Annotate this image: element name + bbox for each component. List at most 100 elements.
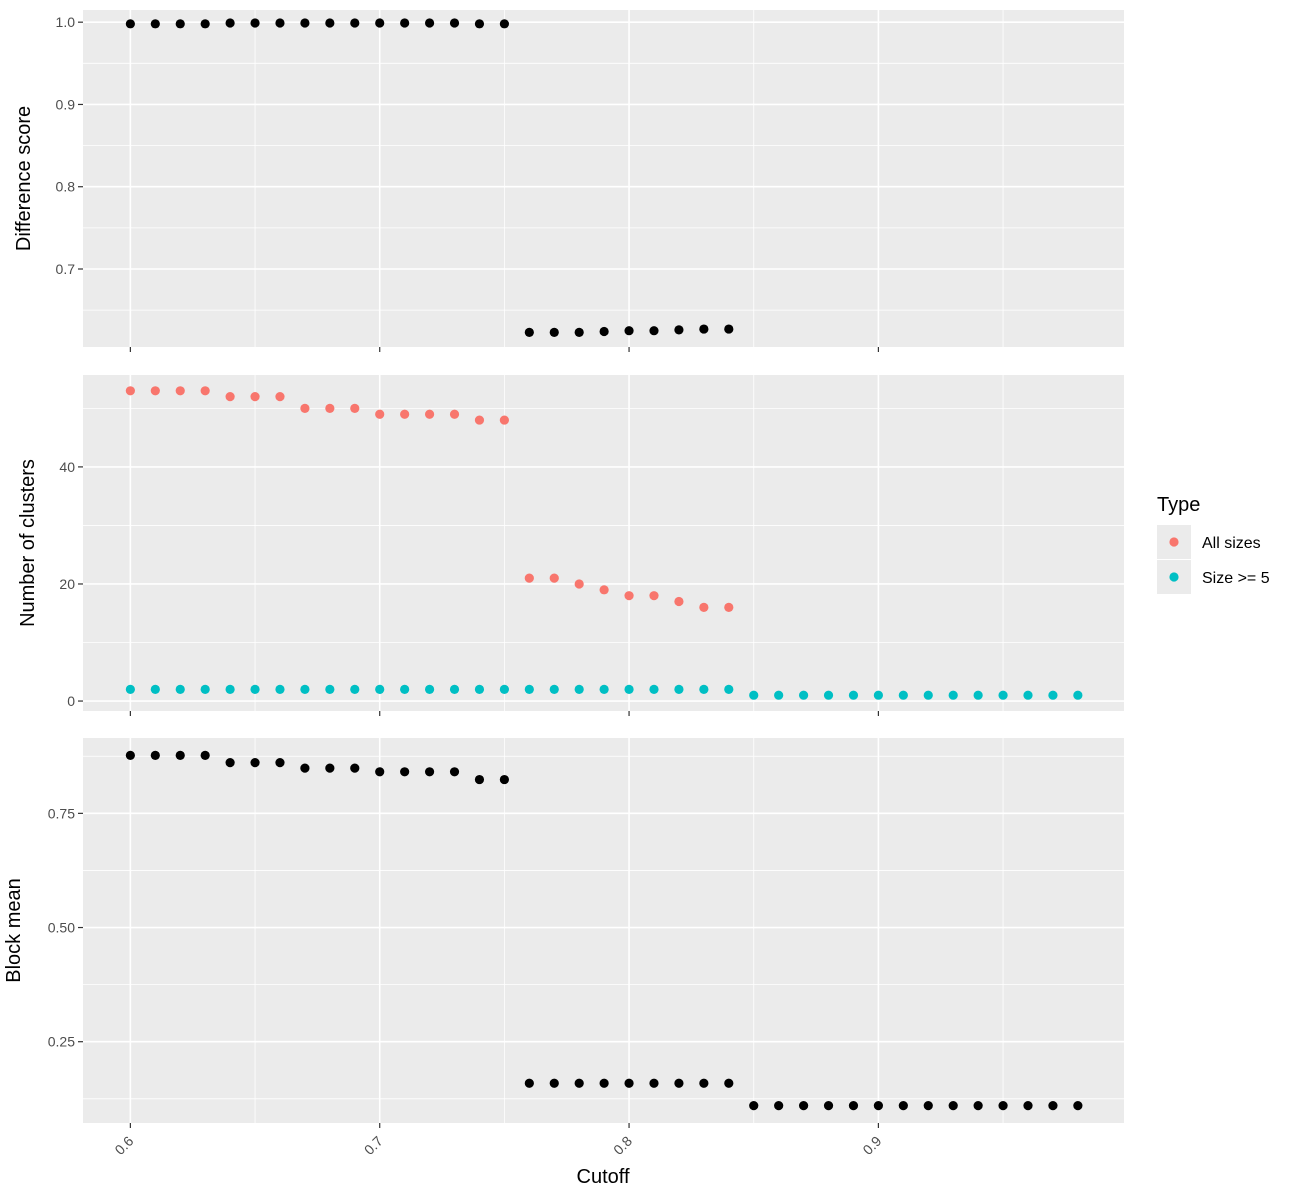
- data-point: [275, 758, 285, 768]
- legend-key-point: [1169, 537, 1179, 547]
- data-point: [150, 386, 160, 396]
- panel-1: 0.7 0.8 0.9 1.0 Difference score: [13, 10, 1124, 352]
- data-point: [325, 763, 335, 773]
- data-point: [674, 596, 684, 607]
- data-point: [599, 326, 609, 337]
- data-point: [350, 684, 360, 694]
- data-point: [325, 684, 335, 694]
- data-point: [599, 1078, 609, 1088]
- data-point: [549, 327, 559, 337]
- data-point: [1048, 690, 1058, 700]
- data-point: [474, 19, 485, 29]
- data-point: [549, 684, 559, 694]
- data-point: [474, 774, 485, 785]
- data-point: [350, 763, 360, 773]
- y-axis-title: Difference score: [13, 106, 35, 251]
- data-point: [325, 18, 335, 28]
- data-point: [125, 386, 135, 396]
- data-point: [574, 579, 584, 589]
- data-point: [300, 684, 310, 694]
- data-point: [225, 684, 235, 694]
- legend: Type All sizes Size >= 5: [1157, 494, 1270, 594]
- data-point: [674, 325, 684, 335]
- data-point: [449, 767, 460, 777]
- data-point: [624, 684, 634, 694]
- data-point: [499, 19, 509, 29]
- data-point: [1073, 690, 1083, 700]
- data-point: [499, 684, 509, 694]
- y-axis-title: Number of clusters: [17, 459, 39, 627]
- x-tick-label: 0.8: [610, 1133, 635, 1158]
- data-point: [499, 774, 509, 785]
- y-tick-label: 0: [67, 693, 75, 709]
- data-point: [998, 1101, 1008, 1111]
- data-point: [325, 403, 335, 413]
- data-point: [699, 1078, 709, 1088]
- panels-layer: 0.7 0.8 0.9 1.0 Difference score 0 20 40 Number …: [3, 10, 1124, 1158]
- data-point: [424, 767, 435, 777]
- data-point: [1073, 1101, 1083, 1111]
- series-1: [125, 386, 734, 612]
- data-point: [375, 684, 385, 694]
- data-point: [424, 18, 435, 28]
- data-point: [524, 327, 534, 337]
- data-point: [375, 767, 385, 777]
- y-tick-label: 0.7: [56, 261, 76, 277]
- data-point: [574, 1078, 584, 1088]
- data-point: [923, 690, 933, 700]
- series-2: [125, 684, 1083, 700]
- y-tick-label: 0.50: [48, 920, 75, 936]
- data-point: [624, 1078, 634, 1088]
- panel-3: 0.25 0.50 0.75 Block mean: [3, 738, 1124, 1128]
- data-point: [724, 1078, 734, 1088]
- y-tick-label: 0.9: [56, 96, 76, 112]
- x-tick-labels: 0.6 0.7 0.8 0.9: [111, 1133, 884, 1158]
- data-point: [798, 1101, 809, 1111]
- data-point: [823, 1101, 834, 1111]
- data-point: [649, 1078, 659, 1088]
- data-point: [774, 1101, 784, 1111]
- data-point: [524, 573, 534, 583]
- data-point: [125, 684, 135, 694]
- data-point: [150, 684, 160, 694]
- data-point: [400, 18, 410, 28]
- y-tick-label: 1.0: [56, 14, 76, 30]
- data-point: [225, 392, 235, 402]
- data-point: [474, 415, 485, 425]
- data-point: [350, 18, 360, 28]
- x-axis-title: Cutoff: [577, 1166, 630, 1188]
- data-point: [524, 1078, 534, 1088]
- data-point: [848, 1101, 859, 1111]
- y-tick-label: 20: [59, 576, 75, 592]
- data-point: [449, 18, 460, 28]
- data-point: [200, 684, 210, 694]
- panel-background: [83, 10, 1124, 347]
- data-point: [549, 1078, 559, 1088]
- data-point: [250, 392, 260, 402]
- data-point: [250, 18, 260, 28]
- data-point: [898, 1101, 908, 1111]
- data-point: [175, 684, 185, 694]
- data-point: [200, 19, 210, 29]
- data-point: [749, 1101, 759, 1111]
- data-point: [200, 386, 210, 396]
- data-point: [574, 684, 584, 694]
- data-point: [724, 602, 734, 612]
- data-point: [449, 409, 460, 419]
- data-point: [275, 18, 285, 28]
- data-point: [948, 690, 958, 700]
- data-point: [798, 690, 809, 700]
- y-tick-label: 40: [59, 459, 75, 475]
- data-point: [599, 684, 609, 694]
- data-point: [125, 750, 135, 760]
- data-point: [400, 684, 410, 694]
- data-point: [649, 326, 659, 336]
- data-point: [1023, 1101, 1033, 1111]
- data-point: [873, 1101, 883, 1111]
- panel-2: 0 20 40 Number of clusters: [17, 375, 1124, 716]
- data-point: [948, 1101, 958, 1111]
- data-point: [200, 750, 210, 760]
- panel-background: [83, 738, 1124, 1123]
- series-1: [125, 750, 1083, 1111]
